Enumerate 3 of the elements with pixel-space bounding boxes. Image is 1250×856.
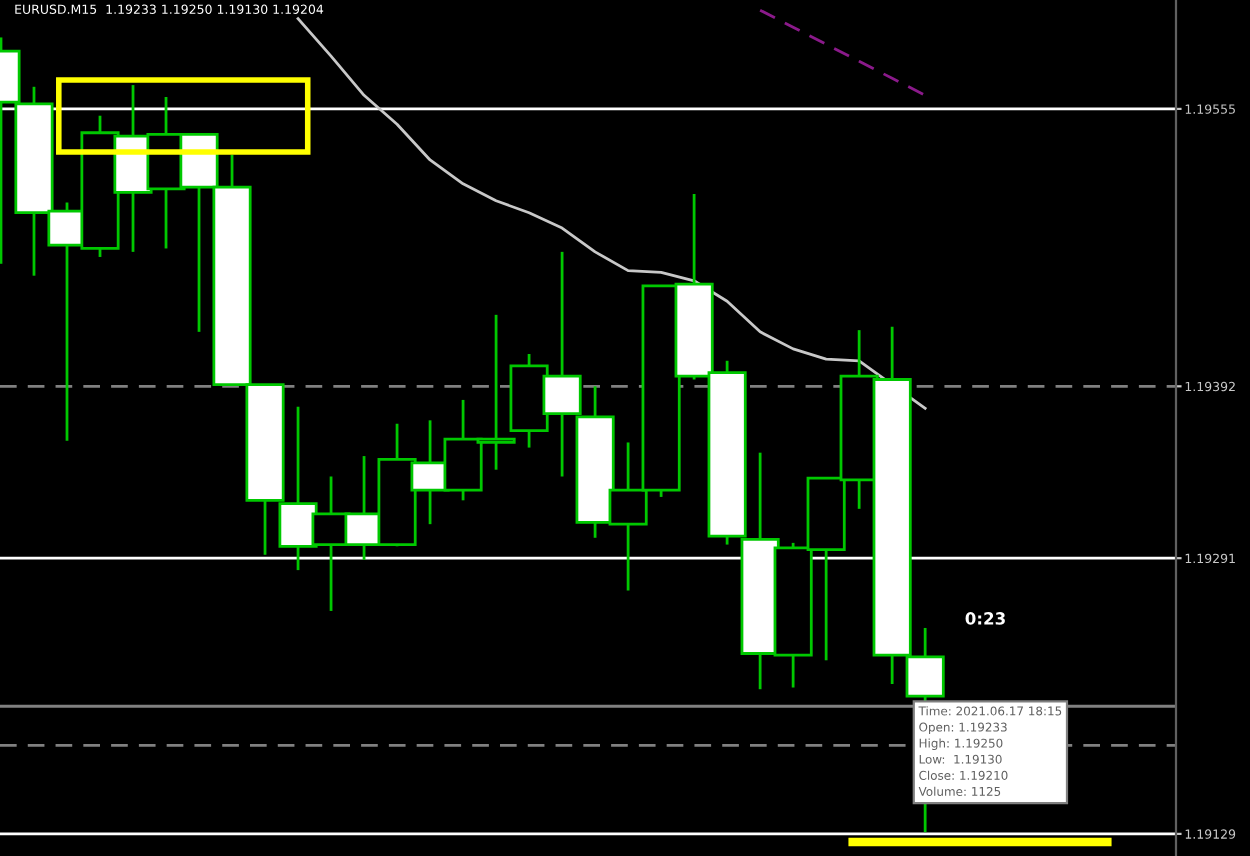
line-series	[296, 17, 927, 410]
text: 0:23	[965, 612, 1005, 625]
line-series	[758, 8, 927, 97]
